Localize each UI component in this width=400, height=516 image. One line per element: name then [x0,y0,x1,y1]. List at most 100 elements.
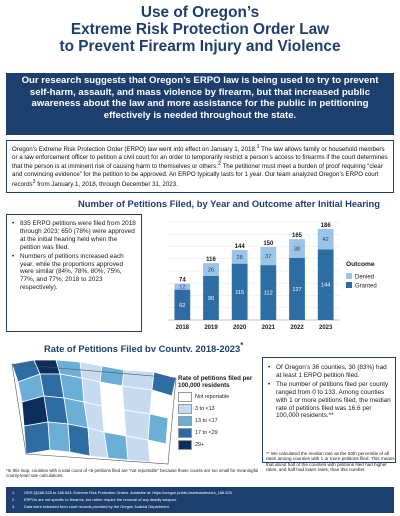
map-legend-swatch [178,392,192,403]
x-tick-label: 2021 [262,325,276,331]
county-shape [81,377,103,407]
bar-denied-2018 [174,283,191,290]
intro-text-c: The petitioner must meet a burden of pro… [12,163,383,188]
map-legend-label: 17 to <29 [195,430,218,437]
legend-title: Rate of petitions filed per 100,000 resi… [178,375,253,390]
intro-box: Oregon’s Extreme Risk Protection Order (… [6,140,394,193]
map-legend-item: 3 to <13 [178,404,258,415]
county-shape [147,439,169,465]
bar-denied-2022 [289,239,305,258]
bar-total-label: 150 [263,241,274,247]
footnote-3-num: 3. [12,504,16,509]
bar-denied-2020 [231,249,248,264]
banner-text: Our research suggests that Oregon’s ERPO… [21,75,379,122]
bar-total-label: 165 [292,233,303,239]
footnote-2-text: ERPOs are not specific to firearms, but … [24,497,178,502]
footnote-3: 3. Data were extracted from court records… [12,503,388,510]
summary-banner: Our research suggests that Oregon’s ERPO… [6,73,394,135]
county-shape [23,421,51,455]
county-shape [67,423,91,457]
footnote-2: 2. ERPOs are not specific to firearms, bu… [12,496,388,503]
x-tick-label: 2018 [176,325,190,331]
map-legend-label: 13 to <17 [195,418,218,425]
map-legend-label: 3 to <13 [195,406,215,413]
bar-value-label: 127 [292,287,301,293]
state-outline [11,363,177,465]
bar-value-label: 42 [323,237,329,243]
county-shape [99,381,125,411]
footnote-1: 1. ORS §§166.525 to 166.543. Extreme Risk… [12,489,388,496]
bar-total-label: 74 [179,278,186,284]
bar-value-label: 62 [179,303,185,309]
map-legend-swatch [178,404,192,415]
legend-swatch-denied [346,273,352,279]
map-legend-item: 29+ [178,440,258,451]
bar-denied-2021 [260,246,277,266]
county-shape [101,405,127,437]
intro-text-d: from January 1, 2018, through December 3… [35,181,178,188]
bar-granted-2018 [174,289,191,320]
legend-swatch-granted [346,282,352,288]
petitions-bullet-2: Numbers of petitions increased each year… [11,253,137,293]
map-legend-item: Not reportable [178,392,258,403]
map-legend-item: 17 to <29 [178,428,258,439]
petitions-section-title: Number of Petitions Filed, by Year and O… [78,198,380,209]
map-legend-swatch [178,440,192,451]
county-shape [103,431,129,461]
petitions-bullets: 835 ERPO petitions were filed from 2018 … [6,214,142,332]
median-note: ** We calculated the median rate as the … [266,451,395,473]
title-line-3: to Prevent Firearm Injury and Violence [59,38,341,55]
map-legend-swatch [178,416,192,427]
bar-denied-2023 [317,228,334,250]
bar-value-label: 37 [265,254,271,260]
county-shape [147,413,169,445]
legend-label-granted: Granted [355,284,377,290]
map-legend: Rate of petitions filed per 100,000 resi… [178,375,258,459]
title-line-2: Extreme Risk Protection Order Law [70,21,330,38]
x-tick-label: 2023 [319,325,333,331]
bar-value-label: 28 [237,255,243,261]
bar-granted-2020 [231,263,248,320]
map-legend-item: 13 to <17 [178,416,258,427]
bar-total-label: 116 [206,257,216,263]
bar-value-label: 38 [294,246,300,252]
bar-granted-2022 [289,257,305,320]
intro-text-b: The law allows family or household membe… [12,146,388,171]
chart-legend-title: Outcome [346,261,375,268]
bar-total-label: 144 [235,244,246,250]
bar-value-label: 115 [235,290,244,296]
footnote-1-text: ORS §§166.525 to 166.543. Extreme Risk P… [24,490,232,495]
page-title: Use of Oregon’s Extreme Risk Protection … [0,4,400,55]
county-title-sup: * [240,341,244,350]
bar-value-label: 26 [208,268,214,274]
bar-granted-2019 [203,275,219,320]
legend-label-denied: Denied [355,275,374,281]
bar-denied-2019 [203,263,219,276]
intro-sup-2: 2 [218,161,221,168]
x-tick-label: 2022 [290,325,304,331]
bar-value-label: 90 [208,296,214,302]
county-shape [125,435,151,463]
bar-value-label: 112 [264,291,273,297]
x-tick-label: 2019 [204,325,218,331]
footnote-1-num: 1. [12,490,16,495]
map-footnote: *In this map, counties with a total coun… [6,468,259,479]
oregon-county-map [4,352,266,480]
county-title-text: Rate of Petitions Filed by County, 2018-… [44,343,241,355]
footnotes-bar: 1. ORS §§166.525 to 166.543. Extreme Risk… [6,487,394,513]
map-legend-label: Not reportable [195,394,230,401]
petitions-bullet-1: 835 ERPO petitions were filed from 2018 … [11,220,137,252]
x-tick-label: 2020 [233,325,247,331]
bar-value-label: 12 [179,285,185,291]
bar-granted-2023 [317,249,334,320]
intro-sup-3: 3 [32,178,36,185]
footnote-2-num: 2. [12,497,16,502]
county-section-title: Rate of Petitions Filed by County, 2018-… [44,341,243,354]
intro-sup-1: 1 [256,144,260,150]
county-shape [123,409,151,441]
county-bullet-1: Of Oregon’s 36 counties, 30 (83%) had at… [267,364,391,380]
title-line-1: Use of Oregon’s [140,4,260,21]
county-shape [47,421,71,453]
bar-total-label: 186 [321,223,332,229]
